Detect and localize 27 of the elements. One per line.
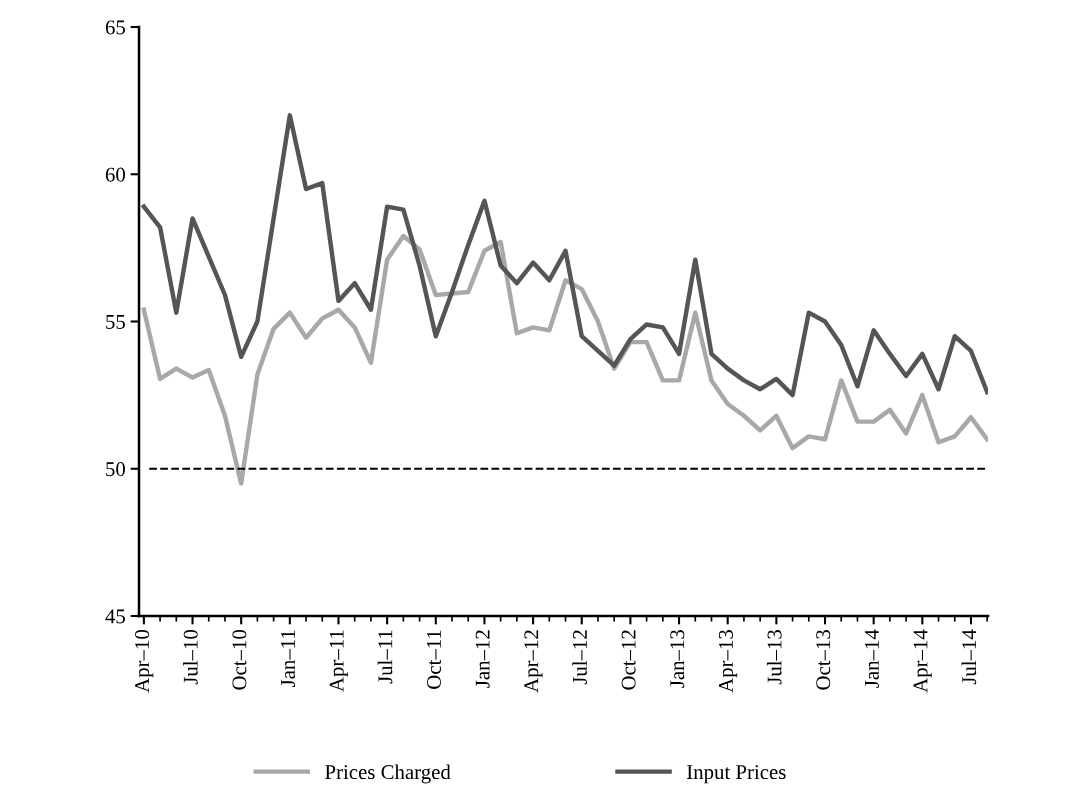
x-tick-label: Oct–10 [232, 629, 247, 690]
x-tick-label: Apr–14 [913, 629, 932, 693]
x-tick-label: Apr–12 [524, 630, 543, 693]
x-tick-label: Jul–10 [183, 629, 198, 685]
y-tick-label: 45 [105, 609, 125, 624]
x-tick-label: Jan–14 [864, 629, 879, 688]
line-series [141, 233, 988, 486]
x-tick-label: Jul–14 [961, 629, 977, 685]
x-tick-label: Apr–10 [135, 629, 154, 693]
y-tick-label: 60 [105, 167, 126, 182]
line-series [141, 113, 988, 398]
x-tick-label: Oct–12 [621, 630, 636, 690]
y-tick-label: 65 [105, 20, 125, 35]
x-tick-label: Jan–12 [475, 630, 490, 688]
x-tick-label: Jan–13 [670, 630, 685, 688]
legend-label: Prices Charged [325, 764, 451, 784]
x-tick-label: Jul–12 [572, 630, 587, 685]
y-tick-label: 50 [106, 462, 126, 477]
legend-label: Input Prices [687, 765, 786, 784]
y-tick-label: 55 [106, 315, 125, 329]
x-tick-label: Jan–11 [281, 630, 296, 687]
x-tick-label: Oct–13 [816, 630, 831, 690]
x-tick-label: Jul–13 [766, 630, 782, 685]
x-tick-label: Apr–11 [329, 630, 348, 692]
x-tick-label: Jul–11 [377, 630, 393, 684]
x-tick-label: Oct–11 [427, 630, 441, 689]
x-tick-label: Apr–13 [718, 630, 738, 693]
